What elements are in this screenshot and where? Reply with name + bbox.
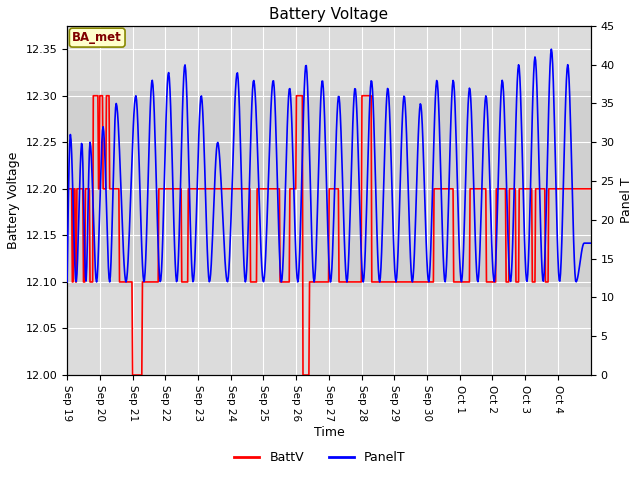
Legend: BattV, PanelT: BattV, PanelT: [229, 446, 411, 469]
Y-axis label: Panel T: Panel T: [620, 178, 633, 223]
Title: Battery Voltage: Battery Voltage: [269, 7, 388, 22]
Bar: [67, 91, 591, 287]
Y-axis label: Battery Voltage: Battery Voltage: [7, 152, 20, 249]
Text: BA_met: BA_met: [72, 31, 122, 44]
X-axis label: Time: Time: [314, 426, 344, 440]
